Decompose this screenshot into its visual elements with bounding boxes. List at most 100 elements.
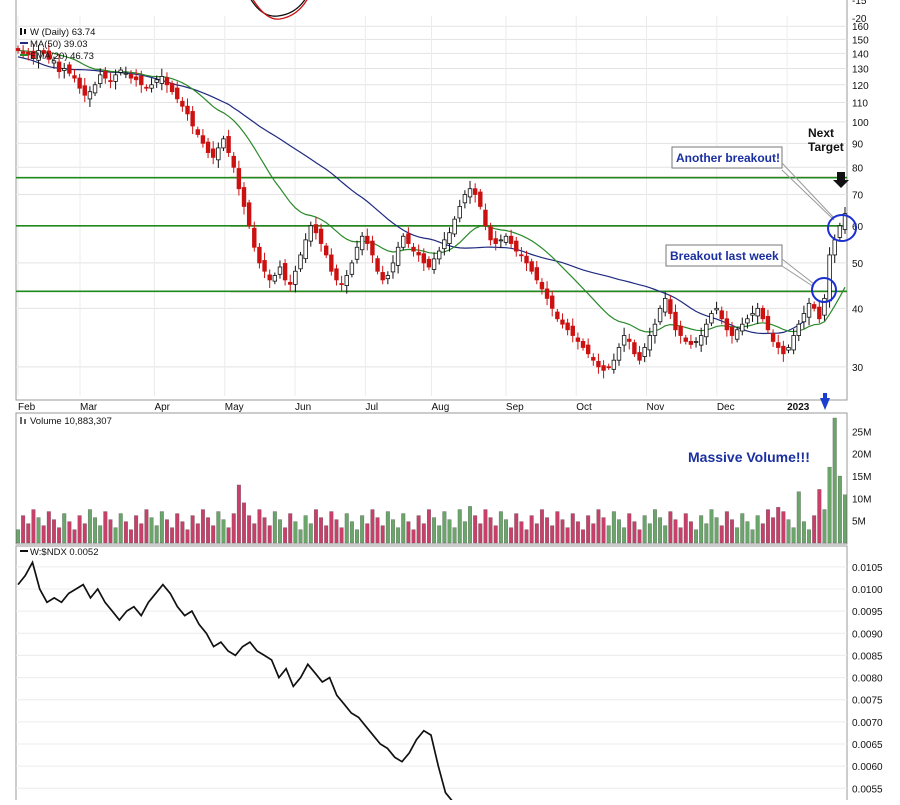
ratio-panel (15, 545, 848, 805)
candle-body (67, 64, 72, 74)
candle-body (267, 274, 272, 281)
volume-bar (534, 523, 539, 544)
volume-bar (401, 513, 406, 544)
volume-bar (57, 527, 62, 544)
volume-bar (180, 521, 185, 544)
candle-body (149, 84, 154, 89)
candle-body (334, 268, 339, 281)
volume-bar (478, 523, 483, 544)
volume-bar (468, 506, 472, 544)
candle-body (724, 318, 730, 331)
volume-bar (719, 525, 724, 544)
volume-bar (760, 523, 765, 544)
volume-bar (324, 525, 329, 544)
volume-bar (41, 525, 46, 544)
volume-bar (77, 515, 82, 544)
next-target-down-arrow-icon (833, 172, 849, 188)
candle-body (200, 135, 206, 144)
candle-body (375, 258, 380, 272)
candle-body (36, 50, 41, 61)
volume-bar (832, 417, 837, 544)
candle-body (457, 206, 462, 219)
month-tick-label: Mar (80, 402, 98, 413)
candle-body (144, 86, 149, 89)
volume-bar (529, 515, 534, 544)
candle-body (344, 275, 349, 286)
candle-body (272, 275, 278, 282)
volume-bar (36, 517, 41, 544)
candle-body (503, 235, 509, 243)
volume-bar (303, 515, 308, 544)
volume-bar (31, 509, 36, 544)
candle-body (755, 307, 760, 317)
candle-body (108, 80, 113, 82)
candle-body (575, 337, 581, 342)
volume-bar (771, 517, 776, 544)
volume-bar (159, 511, 164, 544)
candle-body (786, 347, 791, 351)
candle-body (611, 359, 617, 370)
candle-body (796, 323, 801, 336)
candle-body (652, 323, 658, 336)
volume-bar (221, 519, 226, 544)
candle-body (817, 306, 822, 320)
candle-body (185, 105, 190, 115)
candle-body (77, 77, 82, 89)
candle-body (159, 76, 165, 84)
candle-body (704, 323, 709, 338)
volume-bar (509, 527, 514, 544)
candle-body (544, 288, 550, 299)
volume-bar (391, 519, 395, 544)
candle-body (478, 191, 483, 207)
top-tick-15: -15 (852, 0, 867, 7)
ratio-tick-label: 0.0100 (852, 585, 883, 596)
candle-body (411, 246, 416, 252)
volume-bar (637, 529, 642, 544)
candle-body (740, 323, 745, 332)
volume-bar (791, 527, 796, 544)
candle-body (555, 311, 560, 320)
volume-bar (129, 529, 133, 544)
candle-body (241, 187, 247, 207)
candle-body (323, 245, 329, 256)
candle-body (668, 299, 673, 314)
volume-bar (211, 525, 216, 544)
volume-bar (817, 489, 822, 544)
month-tick-label: Jul (365, 402, 378, 413)
price-tick-label: 30 (852, 363, 864, 374)
candle-body (82, 85, 87, 96)
candle-body (87, 91, 93, 100)
candle-body (606, 366, 611, 369)
volume-bar (596, 509, 601, 544)
volume-bar (62, 513, 67, 544)
price-tick-label: 60 (852, 222, 864, 233)
volume-bar (288, 513, 293, 544)
ratio-line (17, 560, 460, 805)
volume-marker-arrow-icon (820, 398, 830, 410)
candle-body (776, 342, 781, 348)
candle-body (46, 50, 52, 60)
volume-bar (113, 527, 118, 544)
support-resistance-lines (16, 176, 847, 293)
annotation-another-breakout: Another breakout! (671, 146, 857, 242)
volume-bar (766, 509, 770, 544)
volume-bar (483, 509, 488, 544)
candle-body (709, 313, 714, 324)
candle-body (647, 335, 653, 351)
ratio-y-axis: 0.0055 0.0060 0.0065 0.0070 0.0075 0.0080 0.00… (852, 563, 883, 795)
price-tick-label: 80 (852, 163, 864, 174)
volume-panel (15, 412, 848, 545)
candle-body (406, 233, 411, 244)
volume-bar (134, 515, 139, 544)
volume-bar (714, 517, 719, 544)
candle-body (693, 341, 699, 343)
price-y-axis: 30 40 50 60 70 80 90 100 110 120 130 140 150 160 (852, 22, 869, 374)
volume-bar (406, 521, 411, 544)
candle-body (308, 225, 313, 242)
candle-body (663, 298, 668, 313)
volume-bar (200, 509, 205, 544)
candle-body (560, 319, 565, 325)
volume-bar (108, 519, 113, 544)
price-tick-label: 70 (852, 190, 864, 201)
candle-body (498, 239, 504, 242)
